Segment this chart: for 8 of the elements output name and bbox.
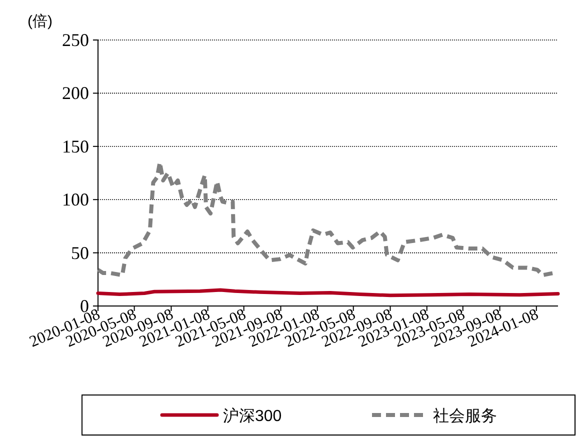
legend-label: 沪深300 (223, 407, 282, 425)
y-tick-label: 250 (62, 30, 89, 50)
y-tick-label: 50 (71, 242, 89, 263)
legend-label: 社会服务 (433, 407, 497, 425)
y-tick-label: 200 (62, 83, 89, 104)
y-tick-label: 100 (62, 190, 89, 210)
y-axis-title: (倍) (28, 13, 52, 30)
y-tick-label: 150 (62, 136, 89, 156)
